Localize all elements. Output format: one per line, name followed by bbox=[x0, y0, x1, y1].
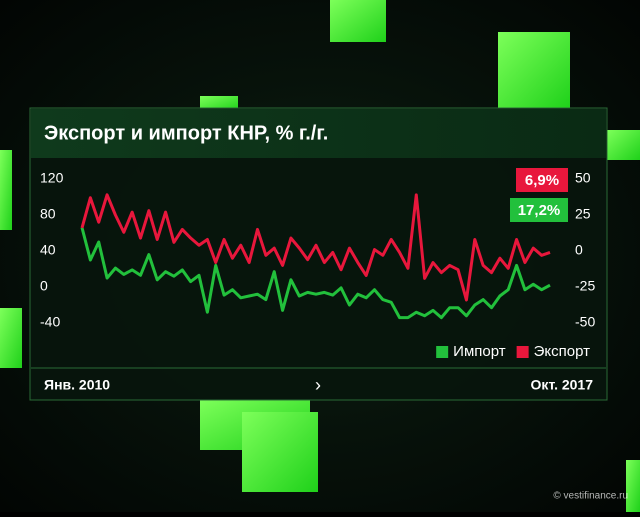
y-tick-label: 0 bbox=[40, 278, 48, 294]
legend-swatch bbox=[436, 346, 449, 358]
x-start-label: Янв. 2010 bbox=[44, 377, 110, 393]
legend-label: Импорт bbox=[453, 343, 506, 360]
y2-tick-label: -25 bbox=[575, 278, 595, 294]
y-tick-label: 40 bbox=[40, 242, 56, 258]
series-line bbox=[80, 227, 551, 320]
decor-cube bbox=[626, 460, 640, 512]
decor-cube bbox=[200, 96, 238, 110]
decor-cube bbox=[607, 130, 640, 160]
decor-cube bbox=[498, 32, 570, 108]
y-tick-label: 80 bbox=[40, 206, 56, 222]
legend-label: Экспорт bbox=[534, 343, 590, 360]
y2-tick-label: 0 bbox=[575, 242, 583, 258]
import-label: 17,2% bbox=[518, 202, 561, 219]
title-bar bbox=[31, 109, 606, 158]
export-label: 6,9% bbox=[525, 172, 559, 189]
y-tick-label: -40 bbox=[40, 314, 60, 330]
y2-tick-label: -50 bbox=[575, 314, 595, 330]
footer-arrow: › bbox=[315, 375, 321, 395]
watermark: © vestifinance.ru bbox=[553, 491, 628, 502]
decor-cube bbox=[0, 308, 22, 368]
y2-tick-label: 50 bbox=[575, 170, 591, 186]
export-label-box bbox=[516, 168, 568, 192]
decor-cube bbox=[242, 412, 318, 492]
import-label-box bbox=[510, 198, 568, 222]
y-tick-label: 120 bbox=[40, 170, 64, 186]
y2-tick-label: 25 bbox=[575, 206, 591, 222]
x-end-label: Окт. 2017 bbox=[531, 377, 594, 393]
series-line bbox=[80, 193, 551, 302]
chart-title: Экспорт и импорт КНР, % г./г. bbox=[44, 122, 328, 144]
decor-cube bbox=[0, 150, 12, 230]
decor-cube bbox=[330, 0, 386, 42]
legend-swatch bbox=[516, 346, 529, 358]
